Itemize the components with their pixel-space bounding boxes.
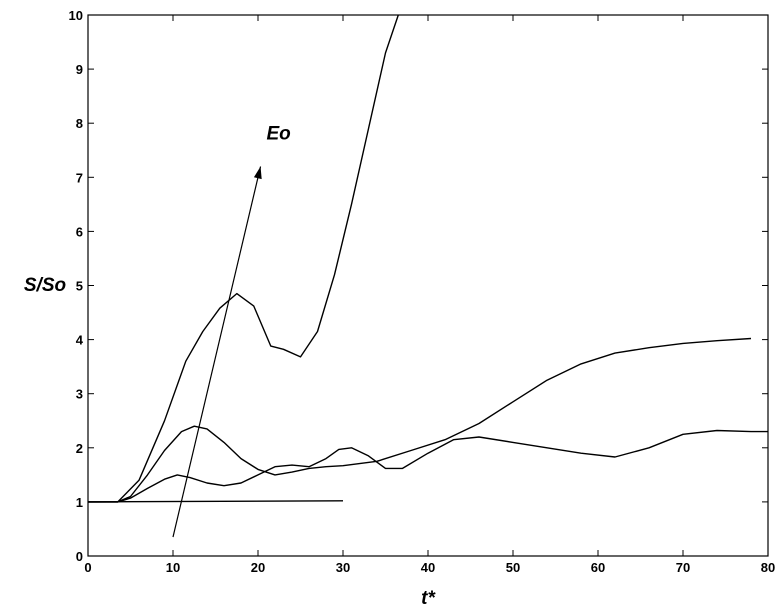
x-tick-label: 50 bbox=[506, 560, 520, 575]
x-tick-label: 30 bbox=[336, 560, 350, 575]
x-tick-label: 20 bbox=[251, 560, 265, 575]
y-tick-label: 8 bbox=[76, 116, 83, 131]
annotation-arrow-shaft bbox=[172, 166, 262, 538]
x-tick-label: 0 bbox=[84, 560, 91, 575]
x-tick-label: 10 bbox=[166, 560, 180, 575]
series-line-2 bbox=[88, 429, 768, 503]
y-tick-label: 3 bbox=[76, 387, 83, 402]
x-tick-label: 60 bbox=[591, 560, 605, 575]
y-tick-label: 1 bbox=[76, 495, 83, 510]
y-tick-label: 10 bbox=[69, 8, 83, 23]
y-tick-label: 2 bbox=[76, 441, 83, 456]
y-tick-label: 7 bbox=[76, 170, 83, 185]
y-tick-label: 9 bbox=[76, 62, 83, 77]
y-tick-label: 4 bbox=[76, 333, 84, 348]
annotation-label: Eo bbox=[267, 123, 291, 144]
annotation-arrow bbox=[172, 166, 262, 538]
y-tick-label: 5 bbox=[76, 279, 83, 294]
y-tick-label: 0 bbox=[76, 549, 83, 564]
x-axis-title: t* bbox=[421, 588, 436, 609]
series-line-3 bbox=[88, 337, 752, 503]
plot-frame bbox=[87, 14, 769, 557]
series-line-4 bbox=[88, 14, 399, 503]
series-lines bbox=[87, 14, 768, 503]
axis-ticks: 0 10 20 30 40 50 60 70 80 0 1 2 3 4 5 6 7 8 9 10 bbox=[69, 8, 776, 575]
x-tick-label: 70 bbox=[676, 560, 690, 575]
x-tick-label: 80 bbox=[761, 560, 775, 575]
series-line-1 bbox=[87, 500, 344, 503]
annotation-arrow-head bbox=[253, 166, 262, 180]
y-tick-label: 6 bbox=[76, 224, 83, 239]
x-tick-label: 40 bbox=[421, 560, 435, 575]
y-axis-title: S/So bbox=[24, 275, 66, 296]
